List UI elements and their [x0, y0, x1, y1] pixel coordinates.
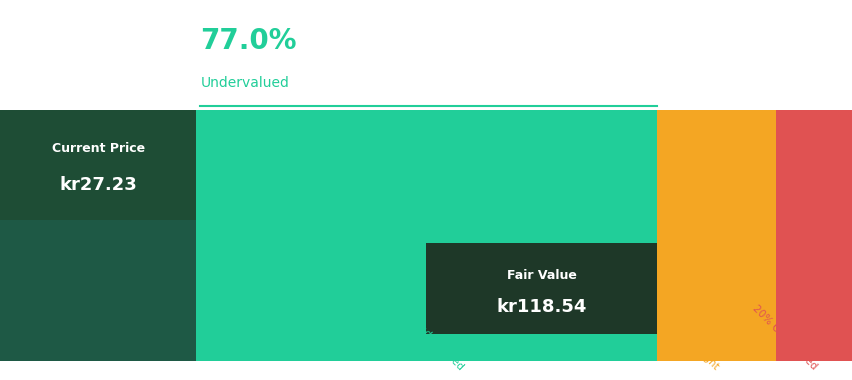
Bar	[0, 110, 196, 220]
Bar	[0, 255, 196, 342]
Bar	[196, 236, 656, 255]
Bar	[656, 342, 775, 361]
Bar	[196, 255, 656, 342]
Bar	[656, 110, 775, 236]
Text: Current Price: Current Price	[51, 142, 145, 155]
Bar	[775, 255, 852, 342]
Text: Undervalued: Undervalued	[200, 76, 289, 90]
Text: kr118.54: kr118.54	[496, 298, 586, 316]
Bar	[656, 236, 775, 255]
Text: About Right: About Right	[670, 321, 720, 372]
Text: Fair Value: Fair Value	[506, 269, 576, 282]
Text: 20% Overvalued: 20% Overvalued	[750, 304, 818, 372]
Bar	[0, 236, 196, 255]
Bar	[426, 243, 656, 334]
Bar	[656, 255, 775, 342]
Bar	[0, 110, 196, 236]
Bar	[775, 110, 852, 236]
Bar	[775, 236, 852, 255]
Text: 20% Undervalued: 20% Undervalued	[392, 299, 464, 372]
Bar	[196, 110, 656, 236]
Bar	[196, 342, 656, 361]
Text: 77.0%: 77.0%	[200, 27, 296, 55]
Bar	[0, 342, 196, 361]
Bar	[775, 342, 852, 361]
Text: kr27.23: kr27.23	[59, 176, 137, 194]
